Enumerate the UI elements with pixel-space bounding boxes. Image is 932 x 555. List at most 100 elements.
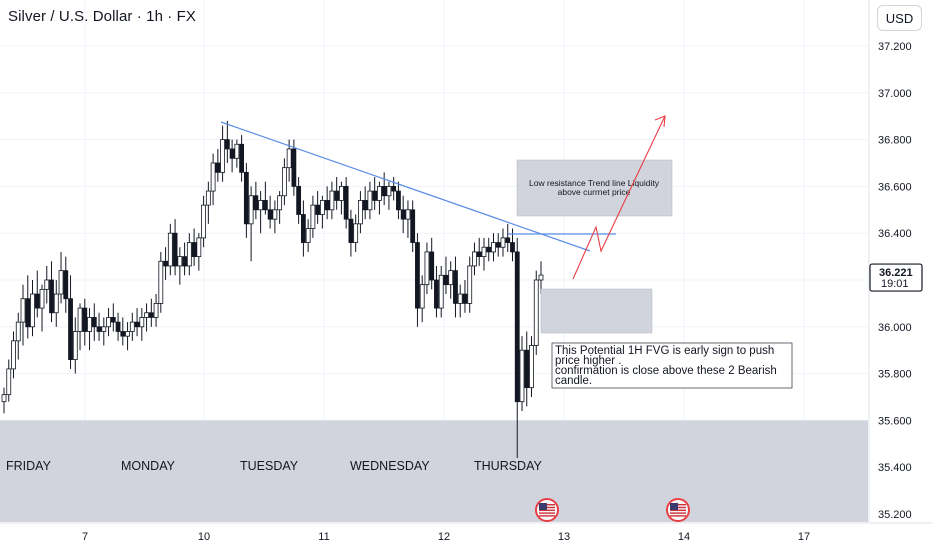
candle	[53, 280, 59, 327]
candle	[391, 177, 397, 201]
candle-body	[481, 246, 487, 258]
trendline[interactable]	[220, 121, 591, 252]
candle	[505, 223, 511, 252]
candle-body	[315, 204, 321, 215]
candle-body	[329, 190, 335, 211]
candle	[267, 195, 273, 229]
fvg-note-box[interactable]	[551, 342, 793, 389]
candle	[533, 270, 539, 355]
candle-body	[186, 242, 192, 267]
candle-body	[500, 237, 506, 248]
candle-body	[158, 260, 164, 304]
projection-arrow[interactable]	[572, 115, 666, 280]
candle	[362, 186, 368, 220]
candle-body	[115, 321, 121, 332]
candle	[476, 237, 482, 266]
candle	[491, 233, 496, 262]
candle-body	[267, 209, 273, 220]
candle	[205, 181, 211, 224]
candle-body	[424, 251, 430, 286]
candle	[106, 308, 111, 337]
fvg-note[interactable]: This Potential 1H FVG is early sign to p…	[551, 342, 793, 389]
candle-body	[476, 251, 482, 257]
price-tick-label: 35.600	[878, 415, 912, 427]
candle-body	[453, 270, 458, 304]
candle-body	[286, 148, 292, 169]
candle	[110, 303, 116, 332]
candle	[367, 181, 373, 220]
candle-body	[191, 242, 197, 257]
candle-body	[72, 331, 78, 360]
candle-body	[438, 274, 444, 309]
candle	[343, 177, 349, 229]
time-tick-label: 10	[198, 531, 210, 543]
candle-body	[419, 284, 425, 309]
liquidity-box[interactable]	[516, 159, 673, 217]
candle-body	[1, 394, 7, 403]
candle-body	[514, 251, 520, 403]
candle-body	[20, 298, 26, 323]
candle-body	[467, 265, 473, 304]
time-axis[interactable]: 7 10 11 12 13 14 17	[0, 522, 932, 543]
candle-body	[96, 326, 102, 332]
candle-body	[300, 214, 306, 243]
candle	[453, 256, 458, 318]
candle	[11, 331, 16, 379]
candle-body	[196, 237, 202, 258]
candle	[201, 195, 206, 248]
candle	[44, 265, 50, 304]
candle-body	[296, 185, 302, 215]
candle	[419, 275, 425, 323]
candle-body	[53, 293, 59, 314]
candle	[339, 181, 344, 215]
candle-body	[229, 148, 235, 159]
candle-body	[39, 288, 45, 309]
current-price-value: 36.221	[879, 267, 913, 279]
candle	[348, 209, 354, 257]
candle	[519, 336, 525, 412]
candle	[400, 195, 406, 234]
currency-button[interactable]: USD	[877, 5, 922, 31]
candle-body	[182, 256, 187, 267]
time-tick-label: 12	[438, 531, 450, 543]
session-label: WEDNESDAY	[350, 459, 430, 473]
candle-body	[472, 251, 477, 267]
candle	[158, 251, 164, 313]
candle	[272, 200, 278, 234]
price-tick-label: 36.400	[878, 228, 912, 240]
fvg-box[interactable]	[540, 288, 653, 334]
candle	[186, 233, 192, 276]
candle	[120, 317, 126, 346]
price-axis[interactable]: 37.20037.00036.80036.60036.40036.20036.0…	[868, 0, 912, 522]
price-tick-label: 37.200	[878, 41, 912, 53]
bar-countdown: 19:01	[881, 278, 909, 290]
fvg-note-line3: confirmation is close above these 2 Bear…	[555, 365, 777, 377]
candle-body	[457, 293, 463, 304]
candle-body	[106, 317, 111, 328]
candle-body	[529, 345, 534, 389]
candle	[381, 172, 387, 206]
candle-body	[15, 321, 21, 342]
price-tick-label: 36.800	[878, 135, 912, 147]
candle	[196, 233, 202, 271]
candle	[248, 186, 254, 262]
liquidity-annotation[interactable]: Low resistance Trend line Liquidity abov…	[516, 159, 673, 217]
candle-body	[134, 321, 140, 328]
candle	[429, 237, 435, 290]
candle-body	[524, 349, 530, 389]
candle	[324, 186, 330, 220]
price-tick-label: 35.200	[878, 509, 912, 521]
candle-body	[495, 242, 501, 248]
candle-body	[339, 185, 344, 201]
candle	[467, 256, 473, 313]
candle-body	[167, 232, 173, 267]
candle	[538, 261, 544, 295]
candle-body	[358, 200, 363, 225]
candle	[424, 242, 430, 295]
candle-body	[87, 317, 92, 332]
candle	[234, 139, 240, 168]
candles	[1, 120, 544, 458]
candle-body	[281, 167, 287, 197]
